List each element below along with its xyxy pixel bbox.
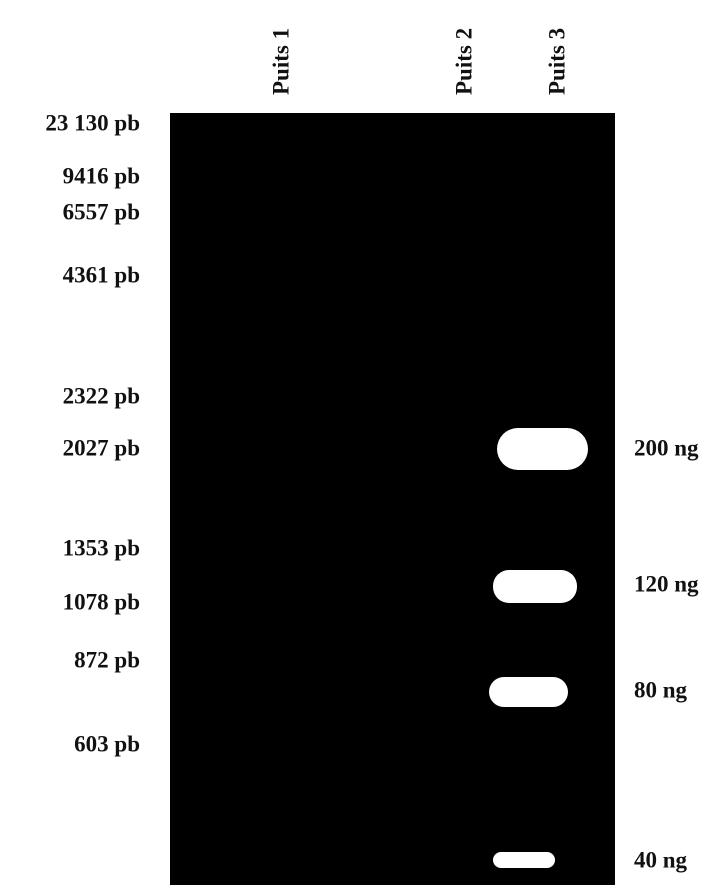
lane-label: Puits 2	[451, 28, 476, 95]
gel-figure: Puits 1 Puits 2 Puits 3 23 130 pb 9416 p…	[0, 0, 727, 893]
band-label: 200 ng	[634, 435, 699, 460]
marker-label: 872 pb	[74, 647, 140, 672]
marker-label: 2322 pb	[63, 383, 140, 408]
lane-label: Puits 3	[544, 28, 569, 95]
gel	[170, 113, 615, 885]
marker-label: 1353 pb	[63, 535, 140, 560]
lane-label: Puits 1	[268, 28, 293, 95]
band	[493, 570, 577, 603]
marker-label: 4361 pb	[63, 262, 140, 287]
band	[497, 428, 588, 470]
marker-label: 6557 pb	[63, 199, 140, 224]
band-label: 80 ng	[634, 677, 688, 702]
marker-label: 9416 pb	[63, 163, 140, 188]
band	[493, 852, 555, 868]
band-label: 120 ng	[634, 571, 699, 596]
band	[489, 677, 568, 707]
marker-label: 1078 pb	[63, 589, 140, 614]
marker-label: 2027 pb	[63, 435, 140, 460]
band-label: 40 ng	[634, 847, 688, 872]
marker-label: 603 pb	[74, 731, 140, 756]
marker-label: 23 130 pb	[45, 110, 140, 135]
